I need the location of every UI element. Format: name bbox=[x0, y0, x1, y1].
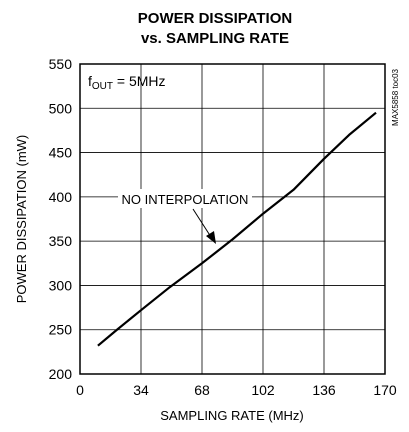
condition-label: fOUT = 5MHz bbox=[88, 73, 166, 92]
y-tick-label: 400 bbox=[49, 189, 73, 205]
annotation-bg bbox=[118, 189, 252, 208]
side-label: MAX5858 toc03 bbox=[391, 68, 400, 125]
grid bbox=[80, 64, 385, 374]
plot-frame bbox=[79, 63, 386, 375]
annotation-label: NO INTERPOLATION bbox=[122, 192, 249, 207]
y-tick-label: 450 bbox=[49, 145, 73, 161]
y-tick-label: 500 bbox=[49, 100, 73, 116]
x-tick-label: 68 bbox=[194, 382, 210, 398]
x-axis-label: SAMPLING RATE (MHz) bbox=[160, 408, 304, 423]
series-line bbox=[97, 111, 377, 347]
chart-subtitle: vs. SAMPLING RATE bbox=[141, 30, 289, 47]
annotation-arrow-line bbox=[192, 208, 212, 238]
x-tick-label: 136 bbox=[312, 382, 336, 398]
x-tick-label: 102 bbox=[251, 382, 275, 398]
y-tick-label: 300 bbox=[49, 277, 73, 293]
y-axis-label: POWER DISSIPATION (mW) bbox=[14, 135, 29, 304]
x-tick-label: 34 bbox=[133, 382, 149, 398]
x-tick-label: 170 bbox=[373, 382, 397, 398]
chart-title: POWER DISSIPATION bbox=[138, 10, 292, 27]
annotation-arrowhead bbox=[206, 231, 216, 244]
x-tick-label: 0 bbox=[76, 382, 84, 398]
series-group bbox=[97, 111, 377, 347]
y-tick-label: 350 bbox=[49, 233, 73, 249]
y-tick-labels: 200 250 300 350 400 450 500 550 bbox=[49, 56, 73, 382]
y-tick-label: 200 bbox=[49, 366, 73, 382]
x-tick-labels: 0 34 68 102 136 170 bbox=[76, 382, 397, 398]
y-tick-label: 250 bbox=[49, 322, 73, 338]
y-tick-label: 550 bbox=[49, 56, 73, 72]
